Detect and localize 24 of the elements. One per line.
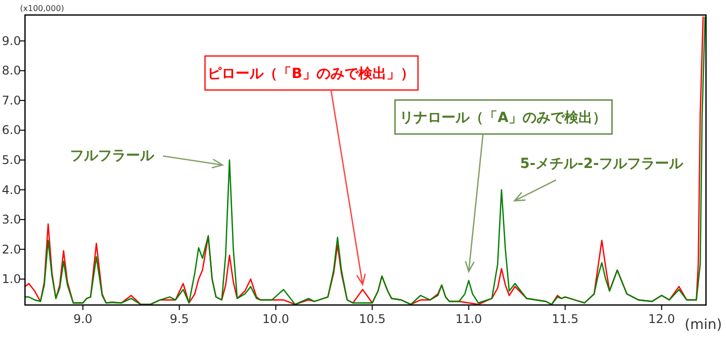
y-tick-label: 6.0 [2, 123, 21, 138]
y-tick-label: 3.0 [2, 212, 21, 227]
x-tick-label: 11.0 [455, 312, 482, 326]
y-axis-title: (x100,000) [20, 4, 64, 13]
y-tick-label: 4.0 [2, 182, 21, 197]
annotation: ピロール（「B」のみで検出」） [208, 66, 414, 82]
x-tick-label: 11.5 [552, 312, 579, 326]
x-tick-label: 9.0 [73, 312, 92, 326]
x-tick-label: 10.5 [358, 312, 386, 326]
x-axis-title: (min) [684, 317, 722, 333]
annotation: フルフラール [70, 148, 224, 168]
annotation: 5-メチル-2-フルフラール [513, 156, 683, 202]
y-tick-label: 1.0 [2, 272, 21, 286]
y-tick-label: 9.0 [2, 34, 21, 48]
x-tick-label: 10.0 [262, 312, 290, 326]
y-tick-label: 7.0 [2, 93, 21, 108]
y-tick-label: 5.0 [2, 153, 21, 167]
x-tick-label: 9.5 [170, 312, 189, 326]
annotation: リナロール（「A」のみで検出） [400, 110, 606, 126]
annotation: フルフラール [70, 148, 155, 164]
annotation: 5-メチル-2-フルフラール [520, 156, 684, 172]
x-tick-label: 12.0 [648, 312, 675, 326]
y-tick-label: 2.0 [2, 242, 21, 256]
y-tick-label: 8.0 [2, 64, 21, 78]
